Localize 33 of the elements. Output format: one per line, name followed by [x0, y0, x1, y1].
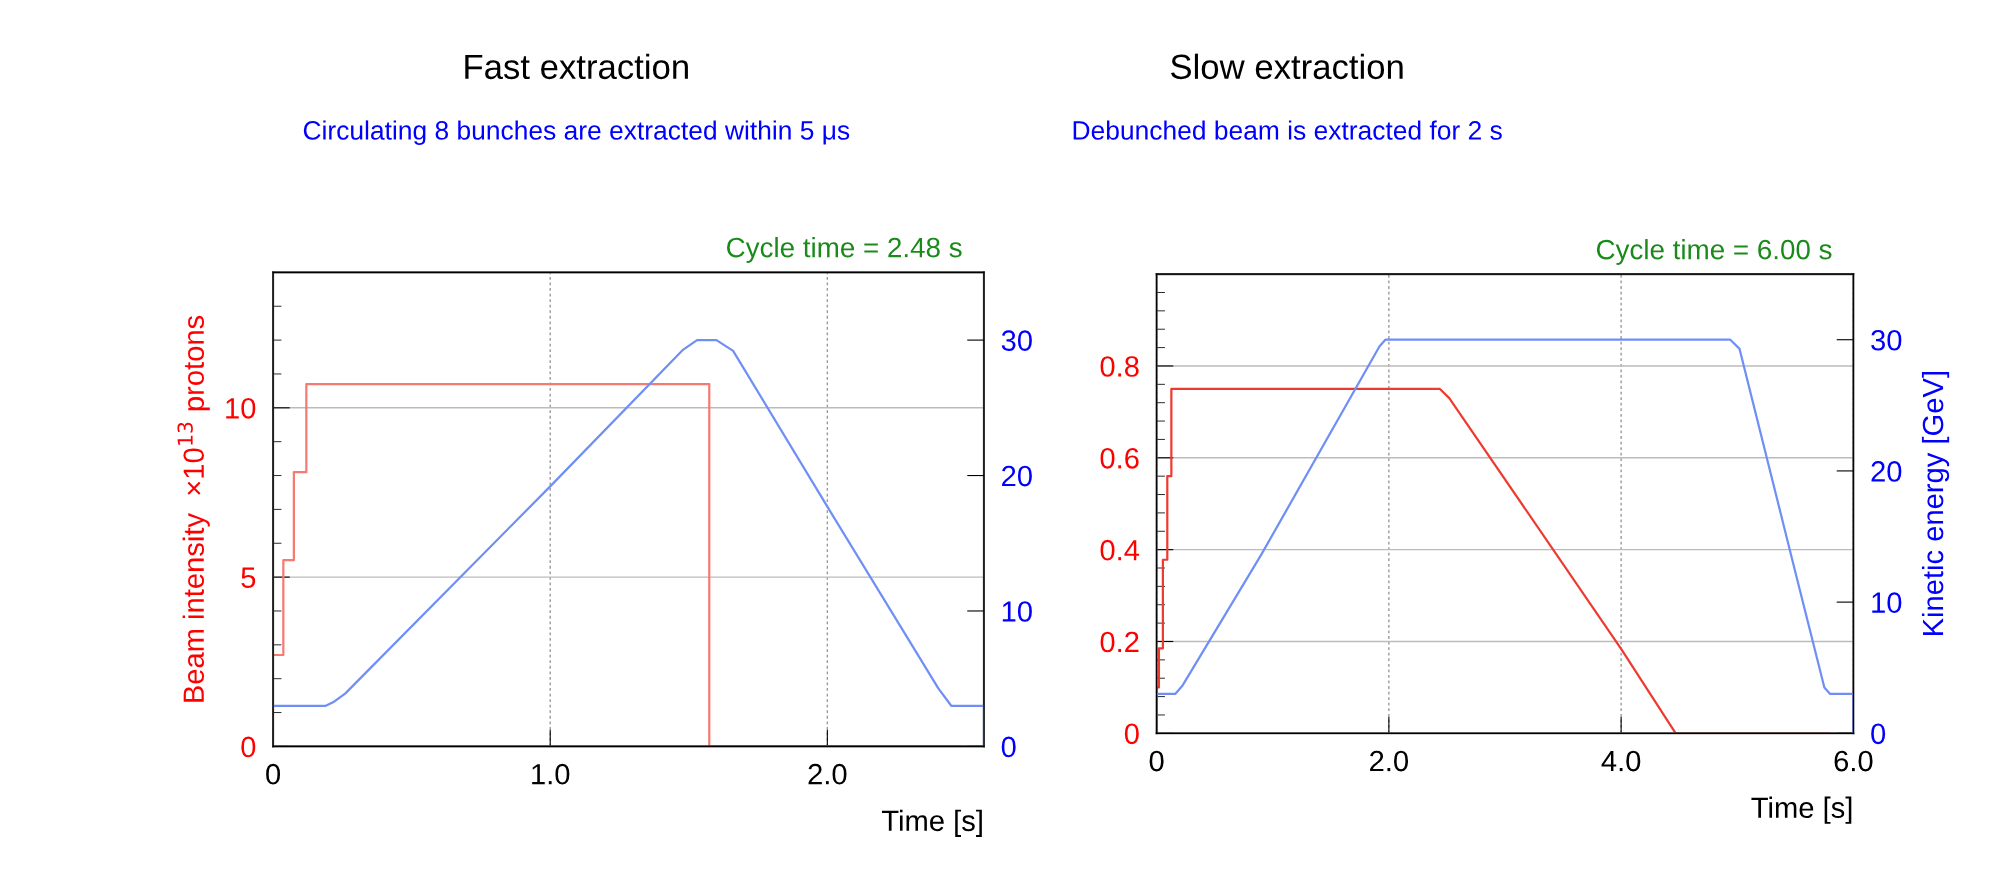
x-tick-label: 0 — [1149, 750, 1164, 772]
y2-tick-label: 30 — [1001, 330, 1032, 351]
y-tick-label: 0.2 — [1100, 631, 1139, 653]
chart-subtitle: Debunched beam is extracted for 2 s — [1073, 120, 1502, 140]
x-tick-label: 0 — [266, 763, 281, 785]
x-tick-label: 2.0 — [1370, 750, 1408, 772]
chart-title: Slow extraction — [1170, 53, 1403, 80]
y2-tick-label: 30 — [1871, 329, 1902, 351]
x-tick-label: 2.0 — [808, 763, 847, 785]
y2-tick-label: 10 — [1872, 592, 1902, 613]
y-tick-label: 10 — [226, 398, 256, 419]
x-axis-title: Time [s] — [881, 809, 982, 837]
y2-tick-label: 10 — [1002, 601, 1032, 622]
x-tick-label: 6.0 — [1834, 750, 1873, 772]
y-tick-label: 0 — [1124, 723, 1139, 745]
x-axis-title: Time [s] — [1751, 796, 1852, 824]
y-tick-label: 0.6 — [1100, 448, 1139, 469]
text: Cycle time = 6.00 s — [1596, 239, 1832, 265]
y2-tick-label: 20 — [1002, 465, 1032, 487]
y-tick-label: 0.8 — [1100, 356, 1139, 377]
text: Cycle time = 2.48 s — [727, 237, 962, 263]
chart-title: Fast extraction — [465, 53, 688, 80]
y-tick-label: 0 — [241, 736, 256, 758]
x-tick-label: 1.0 — [532, 763, 570, 785]
y2-tick-label: 20 — [1871, 461, 1902, 482]
chart-subtitle: Circulating 8 bunches are extracted within 5 μs — [303, 120, 850, 145]
y2-tick-label: 0 — [1001, 736, 1016, 758]
y2-tick-label: 0 — [1871, 723, 1886, 745]
x-tick-label: 4.0 — [1601, 750, 1641, 772]
y-tick-label: 5 — [241, 567, 256, 588]
y2-axis-title: Kinetic energy [GeV] — [1921, 372, 1950, 636]
y-axis-title: Beam intensity ×10$^{13}$ protons — [177, 315, 210, 702]
y-tick-label: 0.4 — [1100, 539, 1140, 561]
